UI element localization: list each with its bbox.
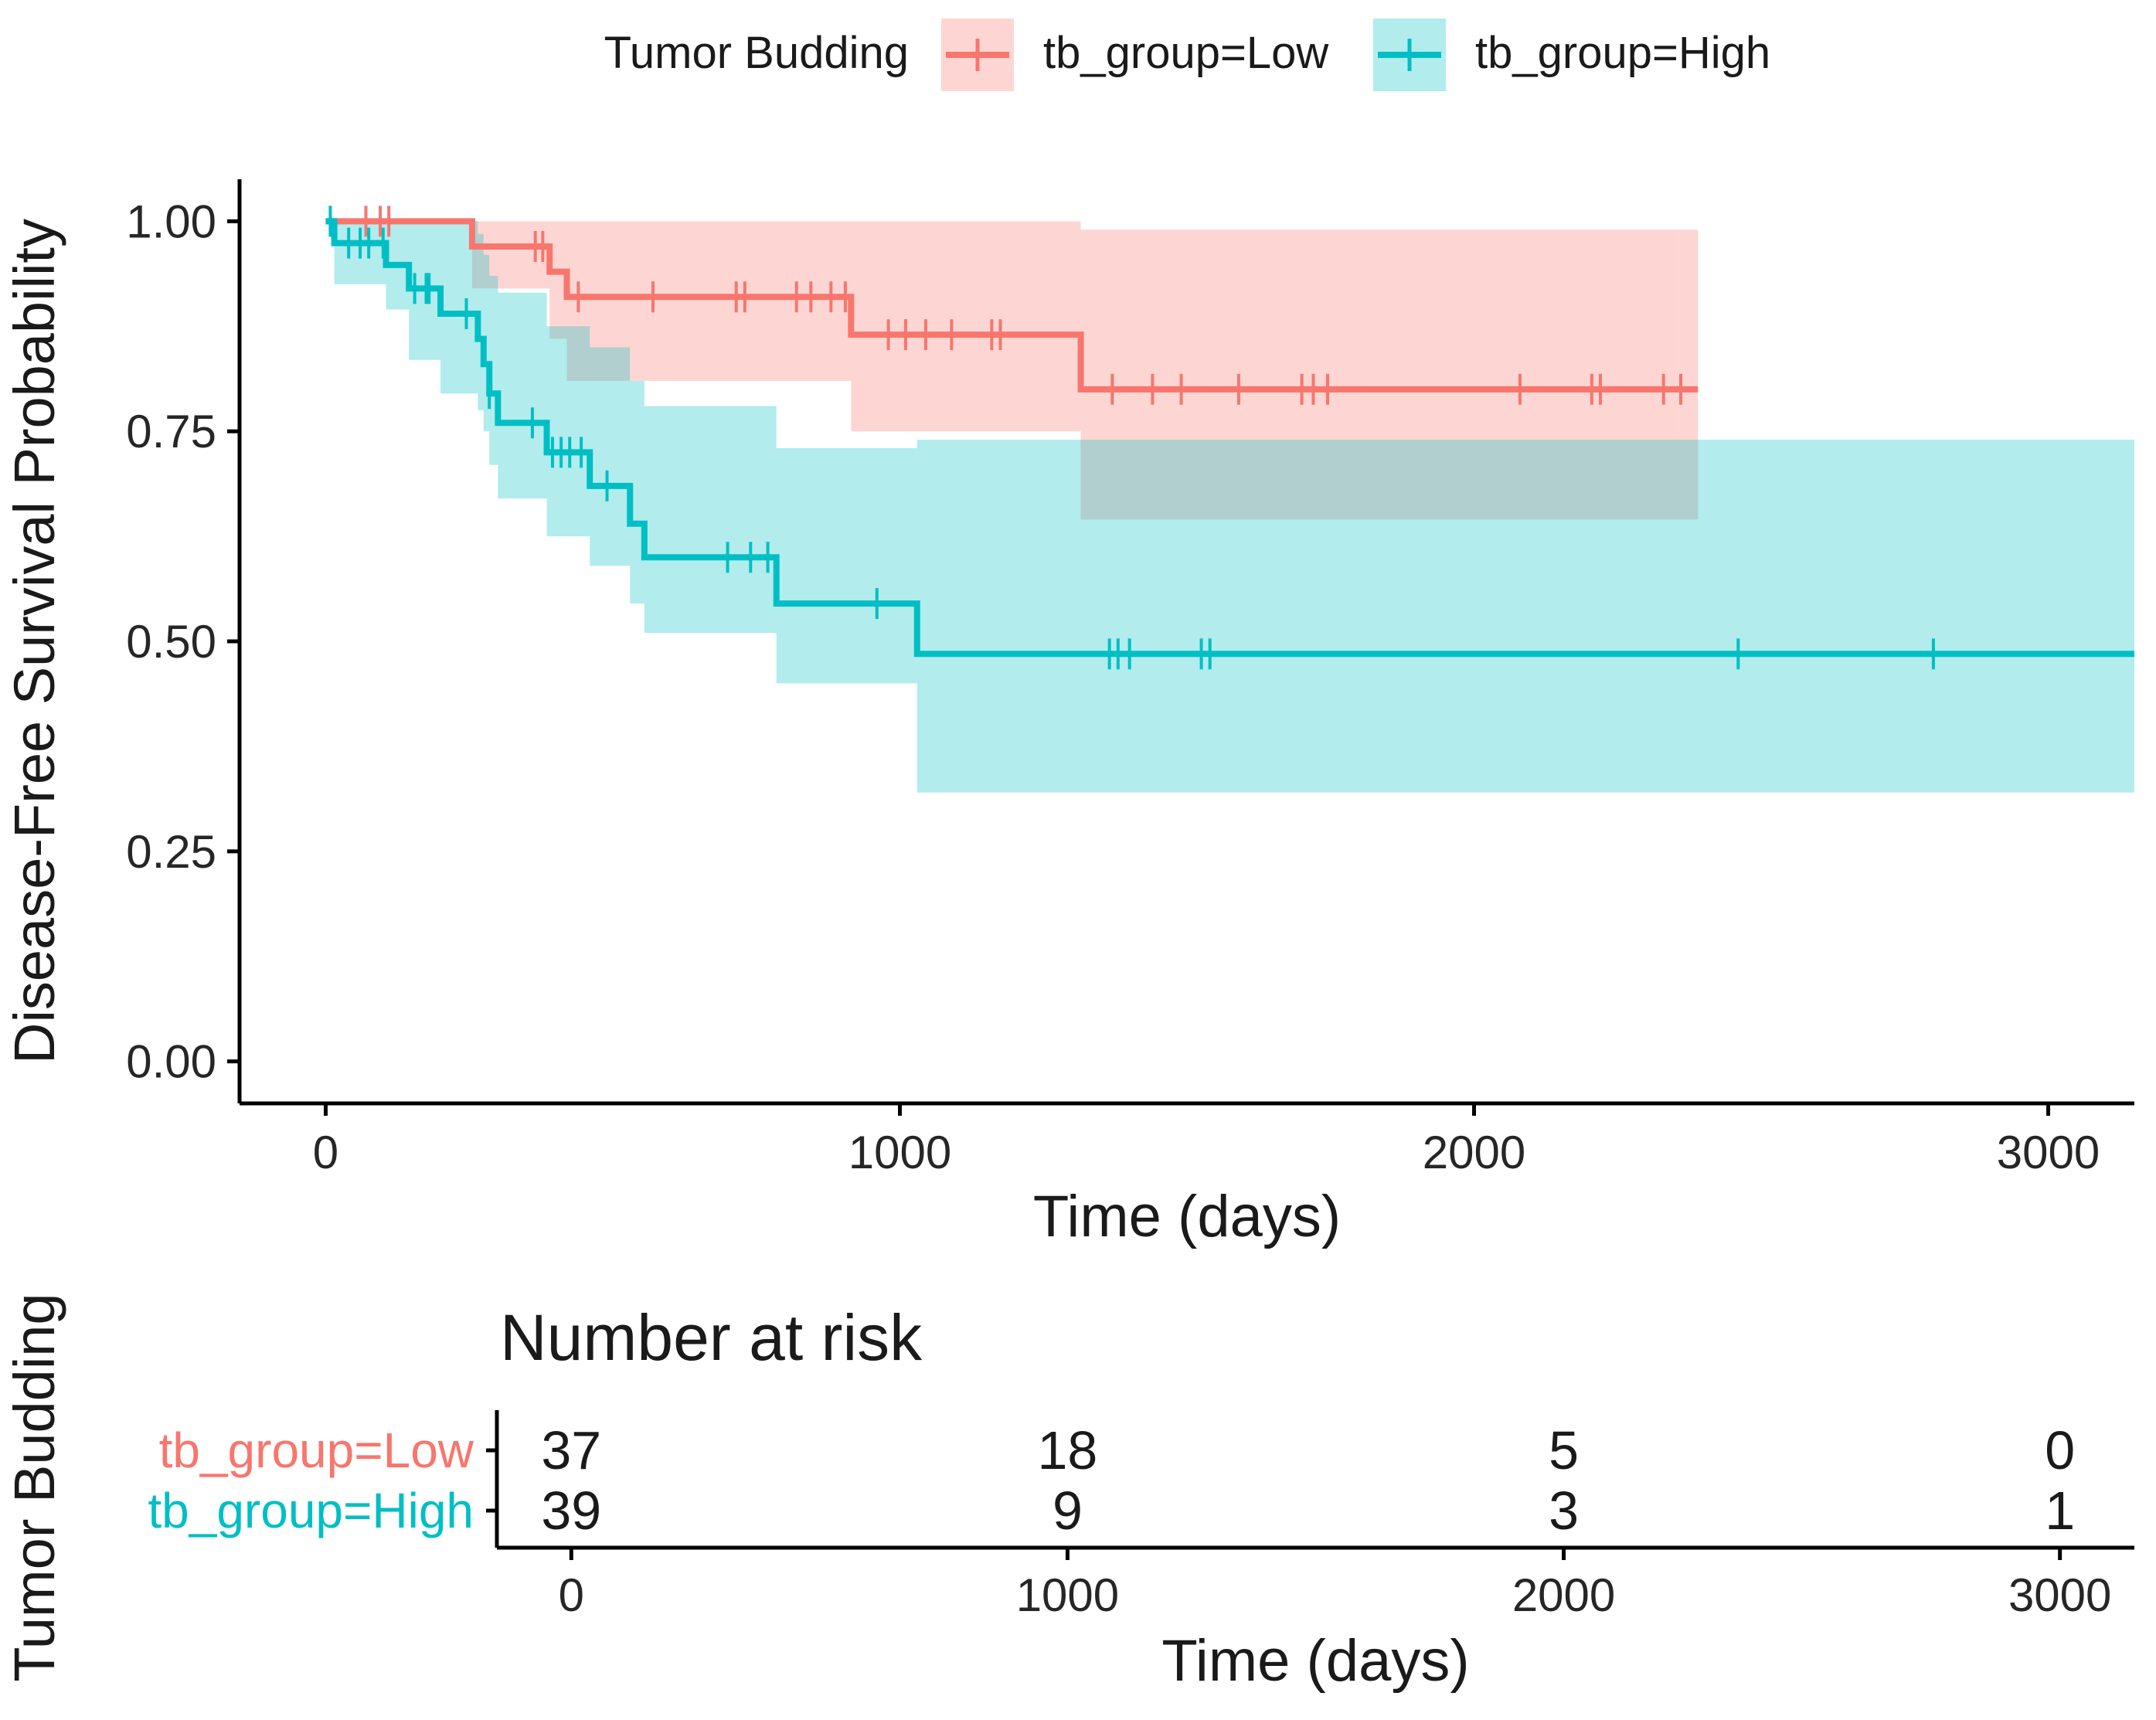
risk-table: Number at risk Tumor Budding tb_group=Lo… <box>2 1293 2134 1694</box>
risk-value-high: 9 <box>1052 1480 1083 1541</box>
y-tick-label: 1.00 <box>126 195 216 247</box>
ci-band-segment-high <box>440 221 478 394</box>
y-tick-label: 0.00 <box>126 1036 216 1088</box>
y-axis-ticks: 0.00 0.25 0.50 0.75 1.00 <box>126 195 240 1088</box>
risk-row-label-high: tb_group=High <box>148 1483 474 1538</box>
y-tick-label: 0.50 <box>126 616 216 668</box>
risk-table-y-title: Tumor Budding <box>2 1293 66 1681</box>
ci-band-segment-high <box>776 447 917 684</box>
ci-band-segment-low <box>647 221 852 381</box>
risk-table-x-ticks: 0 1000 2000 3000 <box>559 1548 2111 1621</box>
ci-band-segment-low <box>549 221 567 339</box>
risk-table-title: Number at risk <box>500 1301 923 1374</box>
risk-table-values: 37 18 5 0 39 9 3 1 <box>541 1420 2075 1541</box>
risk-row-label-low: tb_group=Low <box>159 1423 474 1478</box>
legend: Tumor Budding tb_group=Low tb_group=High <box>604 19 1770 91</box>
survival-curve-high <box>325 218 2134 658</box>
y-tick-label: 0.75 <box>126 406 216 457</box>
y-tick-label: 0.25 <box>126 826 216 878</box>
x-axis-title: Time (days) <box>1033 1184 1341 1249</box>
risk-value-high: 1 <box>2045 1480 2075 1541</box>
risk-value-low: 18 <box>1038 1420 1098 1480</box>
risk-table-x-title: Time (days) <box>1161 1628 1469 1694</box>
ci-band-segment-high <box>498 292 547 499</box>
x-tick-label: 0 <box>313 1127 338 1178</box>
x-tick-label: 1000 <box>848 1127 951 1178</box>
legend-title: Tumor Budding <box>604 28 909 78</box>
risk-x-tick-label: 2000 <box>1512 1569 1615 1621</box>
ci-band-segment-high <box>644 406 777 634</box>
ci-band-segment-high <box>916 440 2134 793</box>
ci-band-high <box>325 221 2134 793</box>
risk-value-low: 5 <box>1549 1420 1579 1480</box>
ci-band-segment-low <box>851 221 920 432</box>
censor-marks-low <box>364 206 1683 405</box>
y-axis-title: Disease-Free Survival Probability <box>2 219 66 1064</box>
x-axis-ticks: 0 1000 2000 3000 <box>313 1103 2100 1178</box>
risk-x-tick-label: 3000 <box>2008 1569 2111 1621</box>
legend-label-high: tb_group=High <box>1475 28 1770 78</box>
ci-band-segment-high <box>489 276 498 465</box>
risk-value-high: 39 <box>541 1480 601 1541</box>
risk-value-low: 37 <box>541 1420 601 1480</box>
x-tick-label: 2000 <box>1423 1127 1525 1178</box>
risk-table-y-ticks <box>486 1448 497 1513</box>
ci-band-segment-low <box>566 221 648 381</box>
ci-band-segment-high <box>630 380 644 604</box>
survival-plot: 0.00 0.25 0.50 0.75 1.00 0 1000 2000 3000 Disea… <box>2 179 2134 1249</box>
legend-label-low: tb_group=Low <box>1043 28 1329 78</box>
censor-marks-high <box>328 206 1935 670</box>
ci-band-segment-high <box>546 326 590 537</box>
ci-band-segment-high <box>590 347 631 566</box>
x-tick-label: 3000 <box>1997 1127 2100 1178</box>
risk-value-low: 0 <box>2045 1420 2075 1480</box>
risk-x-tick-label: 0 <box>559 1569 584 1621</box>
risk-value-high: 3 <box>1549 1480 1579 1541</box>
risk-x-tick-label: 1000 <box>1016 1569 1119 1621</box>
survival-curve-low <box>325 218 1699 393</box>
